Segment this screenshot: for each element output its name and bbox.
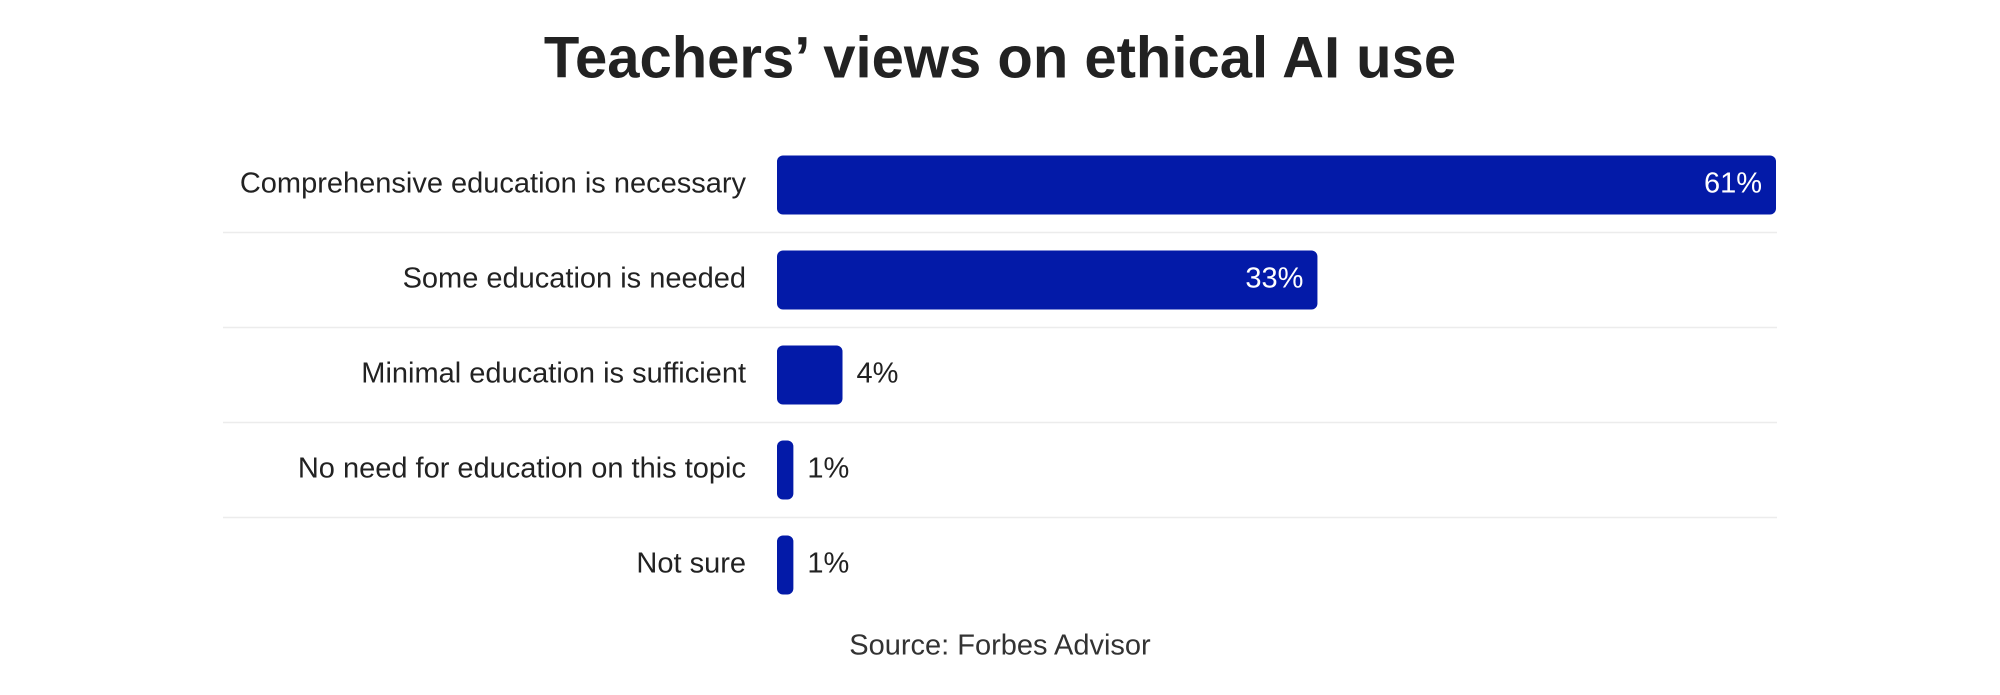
bar — [777, 535, 794, 595]
value-label: 4% — [857, 358, 899, 390]
category-label: Not sure — [636, 548, 746, 580]
category-label: Comprehensive education is necessary — [240, 168, 747, 200]
bar — [777, 345, 843, 405]
bar — [777, 250, 1318, 310]
value-label: 61% — [1704, 168, 1762, 200]
category-label: No need for education on this topic — [298, 453, 746, 485]
bar — [777, 440, 794, 500]
category-label: Some education is needed — [403, 263, 746, 295]
value-label: 33% — [1245, 263, 1303, 295]
source: Source: Forbes Advisor — [849, 630, 1151, 662]
category-label: Minimal education is sufficient — [361, 358, 746, 390]
bar — [777, 155, 1776, 215]
value-label: 1% — [807, 548, 849, 580]
value-label: 1% — [807, 453, 849, 485]
chart-title: Teachers’ views on ethical AI use — [544, 25, 1456, 90]
